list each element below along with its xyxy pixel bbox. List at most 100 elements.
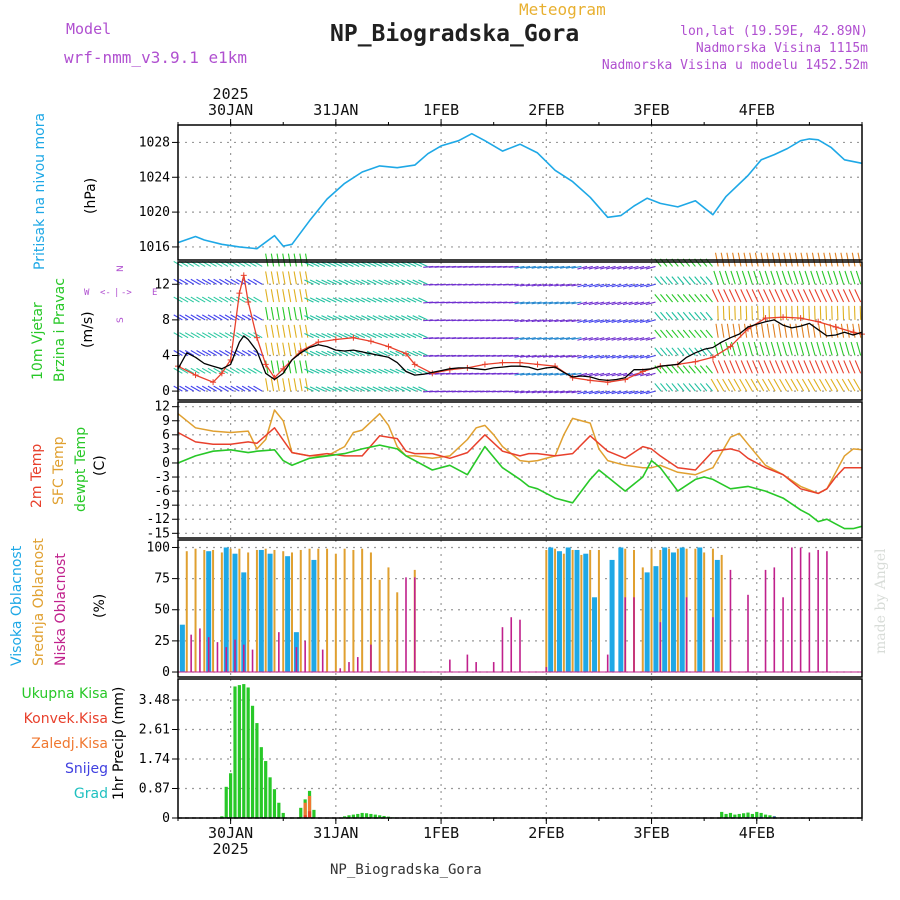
- cloud-mid-bar: [264, 548, 267, 673]
- cloud-low-bar: [659, 622, 662, 673]
- precip-total-bar: [237, 685, 241, 818]
- cloud-high-bar: [232, 553, 238, 673]
- precip-snow-bar: [773, 816, 776, 818]
- cloud-low-bar: [782, 597, 784, 673]
- compass-arrow-r: ->: [121, 288, 132, 298]
- chart-title: NP_Biogradska_Gora: [330, 21, 580, 47]
- temp-sfc-line: [177, 409, 863, 495]
- y-tick-label: -3: [154, 470, 170, 485]
- cloud-low-bar: [808, 552, 811, 673]
- compass-e: E: [152, 288, 158, 298]
- cloud-mid-bar: [291, 552, 293, 673]
- y-tick-label: 0: [162, 384, 170, 399]
- cloud-low-bar: [356, 657, 359, 673]
- precip-total-bar: [351, 814, 355, 818]
- y-tick-label: 1024: [139, 170, 170, 185]
- cloud-high-bar: [653, 566, 659, 673]
- temp-dewpt-line: [177, 444, 863, 530]
- cloud-low-bar: [190, 634, 192, 673]
- cloud-low-bar: [348, 662, 350, 673]
- cloud-high-bar: [179, 624, 185, 673]
- cloud-mid-bar: [668, 548, 671, 673]
- precip-frz-label: Zaledj.Kisa: [31, 736, 108, 752]
- cloud-low-bar: [278, 632, 280, 673]
- cloud-high-bar: [714, 559, 720, 673]
- cloud-high-bar: [618, 547, 624, 673]
- y-tick-label: 12: [154, 277, 170, 292]
- temp-2m-line: [177, 427, 862, 495]
- cloud-high-bar: [644, 572, 650, 673]
- y-tick-label: 25: [154, 634, 170, 649]
- cloud-low-bar: [747, 594, 749, 673]
- cloud-mid-bar: [334, 553, 337, 673]
- cloud-mid-bar: [720, 554, 723, 673]
- precip-total-bar: [250, 705, 255, 818]
- temp-dewpt-label: dewpt Temp: [73, 426, 89, 512]
- cloud-mid-bar: [282, 551, 285, 673]
- y-tick-label: 1028: [139, 135, 170, 150]
- credit-watermark: made by Angel: [873, 548, 889, 655]
- cloud-high-bar: [267, 553, 273, 673]
- cloud-low-bar: [633, 597, 635, 673]
- precip-total-bar: [763, 814, 768, 818]
- cloud-low-bar: [773, 567, 776, 673]
- wind-arrows: [173, 252, 862, 395]
- cloud-high-bar: [258, 549, 264, 673]
- cloud-low-bar: [242, 644, 245, 673]
- cloud-mid-bar: [597, 549, 600, 673]
- cloud-low-bar: [207, 637, 210, 673]
- precip-total-bar: [264, 761, 268, 818]
- precip-total-bar: [268, 777, 272, 818]
- panel-frame: [177, 678, 863, 819]
- precip-frz-bar: [303, 802, 307, 818]
- y-tick-label: -6: [154, 484, 170, 499]
- cloud-high-bar: [670, 552, 676, 673]
- top-day-label: 4FEB: [739, 101, 775, 119]
- precip-total-bar: [281, 812, 285, 818]
- precip-total-bar: [224, 786, 228, 818]
- bottom-year-label: 2025: [213, 840, 249, 858]
- pressure-line: [177, 132, 863, 250]
- cloud-low-bar: [791, 547, 793, 673]
- cloud-mid-bar: [317, 548, 320, 673]
- pressure-unit: (hPa): [83, 177, 99, 214]
- cloud-low-bar: [712, 617, 714, 673]
- precip-snow-label: Snijeg: [64, 761, 108, 777]
- cloud-high-bar: [565, 547, 571, 673]
- bottom-day-label: 30JAN: [208, 824, 253, 842]
- cloud-high-bar: [592, 597, 598, 673]
- precip-total-bar: [724, 813, 728, 818]
- y-tick-label: 3.48: [139, 693, 170, 708]
- wind-unit: (m/s): [80, 311, 96, 348]
- cloud-mid-bar: [554, 548, 557, 673]
- bottom-day-label: 1FEB: [423, 824, 459, 842]
- y-tick-label: 9: [162, 414, 170, 429]
- precip-total-bar: [742, 813, 746, 818]
- cloud-mid-bar: [659, 549, 662, 673]
- cloud-low-bar: [799, 547, 802, 673]
- cloud-low-bar: [501, 627, 504, 673]
- cloud-mid-bar: [650, 548, 653, 673]
- cloud-mid-bar: [238, 548, 241, 673]
- cloud-high-bar: [583, 553, 589, 673]
- precip-total-bar: [312, 809, 316, 818]
- y-tick-label: 0.87: [139, 782, 170, 797]
- precip-conv-label: Konvek.Kisa: [23, 711, 108, 727]
- y-tick-label: 0: [162, 665, 170, 680]
- precip-total-bar: [220, 816, 224, 818]
- pressure-label: Pritisak na nivou mora: [32, 112, 48, 270]
- cloud-high-bar: [223, 547, 229, 673]
- y-tick-label: 100: [147, 540, 170, 555]
- cloud-high-bar: [206, 551, 212, 673]
- cloud-low-bar: [234, 639, 236, 673]
- cloud-low-bar: [251, 649, 254, 673]
- cloud-low-bar: [413, 577, 416, 673]
- cloud-low-bar: [304, 640, 306, 673]
- cloud-low-bar: [519, 619, 521, 673]
- precip-total-bar: [299, 807, 303, 818]
- y-tick-label: -15: [147, 526, 170, 541]
- cloud-mid-bar: [694, 548, 697, 673]
- top-year-label: 2025: [213, 85, 249, 103]
- cloud-high-bar: [662, 547, 668, 673]
- precip-total-bar: [768, 815, 772, 818]
